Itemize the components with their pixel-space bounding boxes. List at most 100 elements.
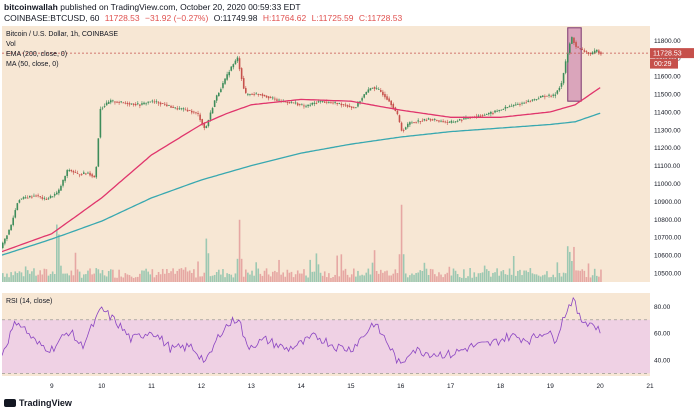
volume-bar: [253, 275, 255, 282]
candle-body: [159, 102, 162, 105]
volume-bar: [288, 272, 291, 282]
candle-body: [70, 169, 73, 172]
candle-body: [600, 52, 602, 55]
candle-body: [548, 94, 550, 96]
volume-bar: [315, 253, 318, 282]
volume-bar: [51, 271, 54, 282]
price-tag-label: 11728.53: [653, 51, 682, 58]
volume-bar: [193, 269, 195, 282]
time-tick-label: 21: [646, 383, 654, 390]
volume-bar: [236, 258, 239, 282]
candle-body: [332, 102, 334, 104]
candle-body: [263, 94, 266, 97]
candle-body: [87, 172, 89, 174]
open-value: O:11749.98: [213, 13, 258, 23]
candle-body: [12, 217, 14, 226]
candle-body: [299, 104, 301, 105]
volume-bar: [535, 274, 538, 282]
candle-body: [8, 229, 10, 235]
candle-body: [334, 101, 336, 103]
candle-body: [222, 83, 224, 88]
tradingview-logo[interactable]: TradingView: [4, 398, 72, 408]
candle-body: [278, 99, 280, 101]
volume-bar: [89, 268, 91, 282]
volume-bar: [72, 275, 75, 282]
volume-bar: [598, 276, 600, 282]
volume-bar: [99, 273, 102, 282]
volume-bar: [168, 273, 170, 282]
candle-body: [76, 173, 79, 175]
volume-bar: [43, 268, 46, 282]
volume-bar: [207, 253, 210, 282]
candle-body: [110, 100, 112, 103]
volume-bar: [471, 277, 473, 282]
volume-bar: [159, 274, 162, 282]
volume-bar: [35, 275, 37, 282]
volume-bar: [147, 271, 149, 282]
candle-body: [500, 109, 503, 111]
volume-bar: [215, 272, 218, 282]
candle-body: [56, 192, 58, 195]
volume-bar: [294, 274, 297, 282]
candle-body: [537, 98, 540, 100]
candle-body: [562, 73, 565, 84]
volume-bar: [286, 269, 289, 282]
candle-body: [143, 102, 145, 105]
volume-bar: [149, 274, 152, 282]
candle-body: [566, 52, 569, 63]
volume-bar: [527, 272, 530, 282]
volume-bar: [105, 276, 108, 282]
candle-body: [4, 238, 6, 244]
volume-bar: [238, 219, 241, 282]
volume-bar: [400, 204, 403, 282]
candle-body: [575, 42, 577, 47]
volume-bar: [542, 275, 544, 282]
volume-bars: [2, 204, 602, 282]
candle-body: [97, 138, 100, 167]
time-axis[interactable]: 9 10 11 12 13 14 15 16 17 18 19 20 21: [50, 383, 654, 390]
candle-body: [149, 101, 152, 103]
candle-body: [556, 90, 559, 94]
volume-bar: [417, 272, 419, 282]
candle-body: [496, 110, 498, 112]
candle-body: [488, 112, 490, 115]
volume-bar: [313, 271, 316, 282]
countdown-tag-label: 00:29: [654, 61, 672, 68]
candle-body: [436, 120, 438, 121]
candle-body: [371, 87, 374, 89]
candle-body: [301, 104, 303, 106]
candle-body: [481, 115, 484, 117]
candle-body: [446, 121, 449, 123]
low-value: L:11725.59: [311, 13, 354, 23]
volume-bar: [257, 268, 260, 282]
candle-body: [479, 115, 482, 117]
price-axis[interactable]: 11800.0011700.0011600.0011500.0011400.00…: [654, 38, 681, 365]
volume-bar: [172, 268, 174, 282]
volume-bar: [269, 276, 272, 282]
volume-bar: [191, 272, 193, 282]
volume-bar: [523, 270, 525, 282]
time-tick-label: 14: [297, 383, 305, 390]
candle-body: [64, 175, 66, 181]
volume-bar: [14, 271, 17, 282]
volume-bar: [525, 270, 527, 282]
candle-body: [498, 110, 500, 111]
symbol-label: COINBASE:BTCUSD, 60: [4, 13, 100, 23]
price-tick-label: 11600.00: [654, 74, 681, 81]
volume-bar: [226, 273, 228, 282]
volume-bar: [85, 274, 87, 282]
volume-bar: [220, 274, 222, 282]
candle-body: [132, 103, 135, 105]
volume-bar: [448, 266, 451, 282]
candle-body: [184, 109, 187, 111]
volume-bar: [369, 274, 372, 282]
volume-bar: [415, 273, 417, 282]
candle-body: [564, 61, 567, 73]
publisher-name[interactable]: bitcoinwallah: [4, 2, 58, 12]
candle-body: [463, 118, 465, 120]
candle-body: [596, 49, 598, 52]
volume-bar: [589, 277, 592, 282]
volume-bar: [326, 277, 328, 282]
volume-bar: [56, 224, 58, 282]
chart-canvas[interactable]: 11800.0011700.0011600.0011500.0011400.00…: [1, 26, 694, 396]
